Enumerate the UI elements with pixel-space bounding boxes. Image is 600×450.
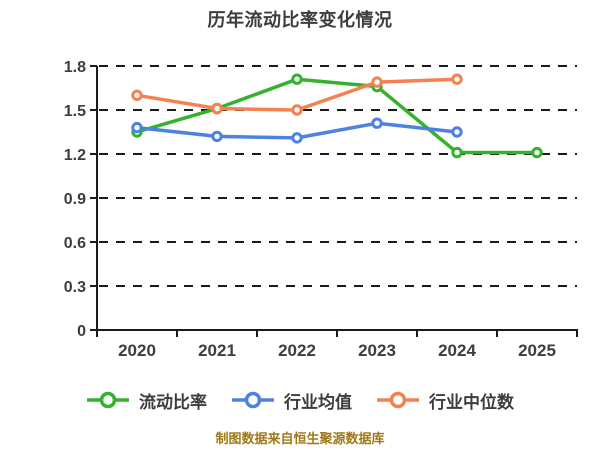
series-point-2: [371, 76, 383, 88]
legend-label: 行业中位数: [429, 392, 514, 412]
series-point-1: [211, 130, 223, 143]
x-axis-tick-label: 2021: [198, 341, 236, 360]
legend-item-0[interactable]: 流动比率: [86, 388, 207, 413]
series-point-0: [531, 146, 543, 159]
chart-plot-area: 0 0.3 0.6 0.9 1.2 1.5 1.8 2020 2021 2022 2023 2024 2…: [64, 59, 578, 360]
legend-label: 行业均值: [284, 392, 352, 412]
x-axis-tick-label: 2025: [518, 341, 556, 360]
legend-item-2[interactable]: 行业中位数: [376, 388, 514, 413]
y-axis-tick-label: 1.2: [64, 147, 86, 164]
legend-label: 流动比率: [139, 392, 207, 412]
x-axis-tick-label: 2022: [278, 341, 316, 360]
series-point-1: [131, 121, 143, 134]
y-axis-tick-label: 1.5: [64, 103, 86, 120]
x-axis-tick-label: 2020: [118, 341, 156, 360]
y-axis-tick-label: 0.9: [64, 191, 86, 208]
series-point-0: [291, 73, 303, 85]
series-point-1: [371, 117, 383, 129]
series-line-0: [135, 77, 539, 155]
y-axis-tick-label: 1.8: [64, 59, 86, 76]
legend-line-marker-icon: [232, 391, 274, 409]
x-axis-tick-label: 2023: [358, 341, 396, 360]
y-axis-tick-label: 0: [77, 323, 86, 340]
series-point-2: [211, 102, 223, 115]
data-source-caption: 制图数据来自恒生聚源数据库: [215, 431, 385, 446]
legend-item-1[interactable]: 行业均值: [231, 388, 352, 413]
series-point-0: [451, 146, 463, 159]
series-point-2: [451, 73, 463, 85]
series-point-1: [291, 132, 303, 144]
series-point-2: [131, 89, 143, 102]
legend-line-marker-icon: [87, 391, 129, 409]
legend-line-marker-icon: [377, 391, 419, 409]
y-axis-tick-label: 0.6: [64, 235, 86, 252]
x-axis-tick-label: 2024: [438, 341, 476, 360]
series-point-1: [451, 126, 463, 138]
series-point-2: [291, 104, 303, 116]
chart-title: 历年流动比率变化情况: [207, 10, 393, 30]
y-axis-tick-label: 0.3: [64, 279, 86, 296]
legend: 流动比率 行业均值 行业中位数: [0, 386, 600, 414]
